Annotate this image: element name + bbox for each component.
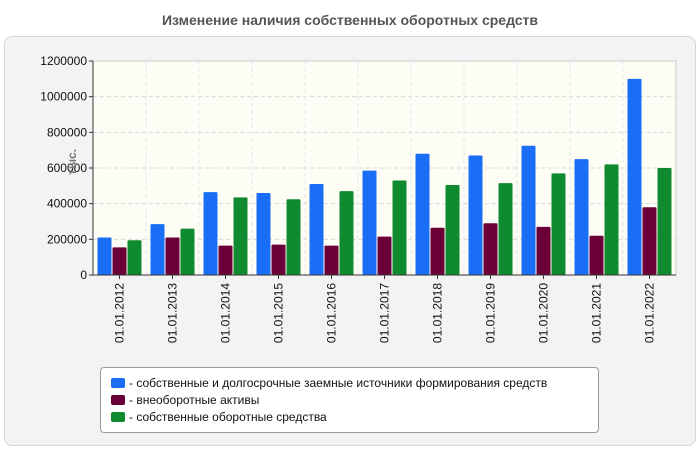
x-tick-label: 01.01.2018 xyxy=(431,283,445,343)
bar-working-capital[interactable] xyxy=(657,168,672,275)
x-tick-label: 01.01.2021 xyxy=(590,283,604,343)
legend-swatch-sources xyxy=(111,377,125,388)
legend-item-sources[interactable]: - собственные и долгосрочные заемные ист… xyxy=(111,374,588,391)
bar-noncurrent-assets[interactable] xyxy=(218,245,233,275)
bar-working-capital[interactable] xyxy=(392,180,407,275)
x-tick-label: 01.01.2013 xyxy=(166,283,180,343)
y-tick-label: 200000 xyxy=(47,232,87,246)
legend-label-noncurrent-assets: - внеоборотные активы xyxy=(129,392,260,407)
bar-noncurrent-assets[interactable] xyxy=(483,223,498,275)
x-tick-label: 01.01.2015 xyxy=(272,283,286,343)
bar-sources[interactable] xyxy=(521,145,536,275)
bar-sources[interactable] xyxy=(627,78,642,275)
bar-working-capital[interactable] xyxy=(127,240,142,275)
bar-working-capital[interactable] xyxy=(551,173,566,275)
bar-noncurrent-assets[interactable] xyxy=(112,247,127,275)
x-tick-label: 01.01.2014 xyxy=(219,283,233,343)
bars xyxy=(97,78,672,275)
legend-item-working-capital[interactable]: - собственные оборотные средства xyxy=(111,408,588,425)
y-tick-label: 800000 xyxy=(47,125,87,139)
bar-noncurrent-assets[interactable] xyxy=(377,236,392,275)
bar-sources[interactable] xyxy=(574,159,589,275)
bar-working-capital[interactable] xyxy=(339,191,354,275)
legend-swatch-noncurrent-assets xyxy=(111,394,125,405)
bar-working-capital[interactable] xyxy=(233,197,248,275)
bar-noncurrent-assets[interactable] xyxy=(589,235,604,275)
bar-noncurrent-assets[interactable] xyxy=(324,245,339,275)
x-tick-label: 01.01.2019 xyxy=(484,283,498,343)
bar-noncurrent-assets[interactable] xyxy=(642,207,657,275)
y-tick-label: 1000000 xyxy=(40,90,87,104)
y-axis-label: тыс. xyxy=(65,149,79,175)
y-tick-label: 600000 xyxy=(47,161,87,175)
bar-noncurrent-assets[interactable] xyxy=(430,227,445,275)
legend-label-sources: - собственные и долгосрочные заемные ист… xyxy=(129,375,548,390)
y-tick-label: 0 xyxy=(80,268,87,282)
x-tick-label: 01.01.2017 xyxy=(378,283,392,343)
x-tick-label: 01.01.2012 xyxy=(113,283,127,343)
legend: - собственные и долгосрочные заемные ист… xyxy=(100,367,599,433)
y-axis: 0 200000 400000 600000 800000 1000000 1200000 xyxy=(40,54,94,282)
bar-sources[interactable] xyxy=(415,153,430,275)
x-tick-label: 01.01.2016 xyxy=(325,283,339,343)
bar-sources[interactable] xyxy=(150,224,165,275)
bar-working-capital[interactable] xyxy=(498,183,513,275)
x-axis: 01.01.2012 01.01.2013 01.01.2014 01.01.2015… xyxy=(93,274,676,343)
legend-item-noncurrent-assets[interactable]: - внеоборотные активы xyxy=(111,391,588,408)
y-tick-label: 1200000 xyxy=(40,54,87,68)
bar-noncurrent-assets[interactable] xyxy=(271,244,286,275)
legend-label-working-capital: - собственные оборотные средства xyxy=(129,409,327,424)
bar-working-capital[interactable] xyxy=(286,199,301,275)
y-tick-label: 400000 xyxy=(47,197,87,211)
chart-title: Изменение наличия собственных оборотных … xyxy=(161,12,539,28)
bar-noncurrent-assets[interactable] xyxy=(536,226,551,275)
bar-working-capital[interactable] xyxy=(604,164,619,275)
bar-sources[interactable] xyxy=(468,155,483,275)
bar-working-capital[interactable] xyxy=(445,184,460,275)
bar-sources[interactable] xyxy=(256,192,271,275)
bar-sources[interactable] xyxy=(362,170,377,275)
bar-sources[interactable] xyxy=(203,192,218,275)
legend-swatch-working-capital xyxy=(111,411,125,422)
bar-working-capital[interactable] xyxy=(180,228,195,275)
bar-sources[interactable] xyxy=(97,237,112,275)
x-tick-label: 01.01.2020 xyxy=(537,283,551,343)
x-tick-label: 01.01.2022 xyxy=(643,283,657,343)
bar-sources[interactable] xyxy=(309,184,324,275)
bar-noncurrent-assets[interactable] xyxy=(165,237,180,275)
